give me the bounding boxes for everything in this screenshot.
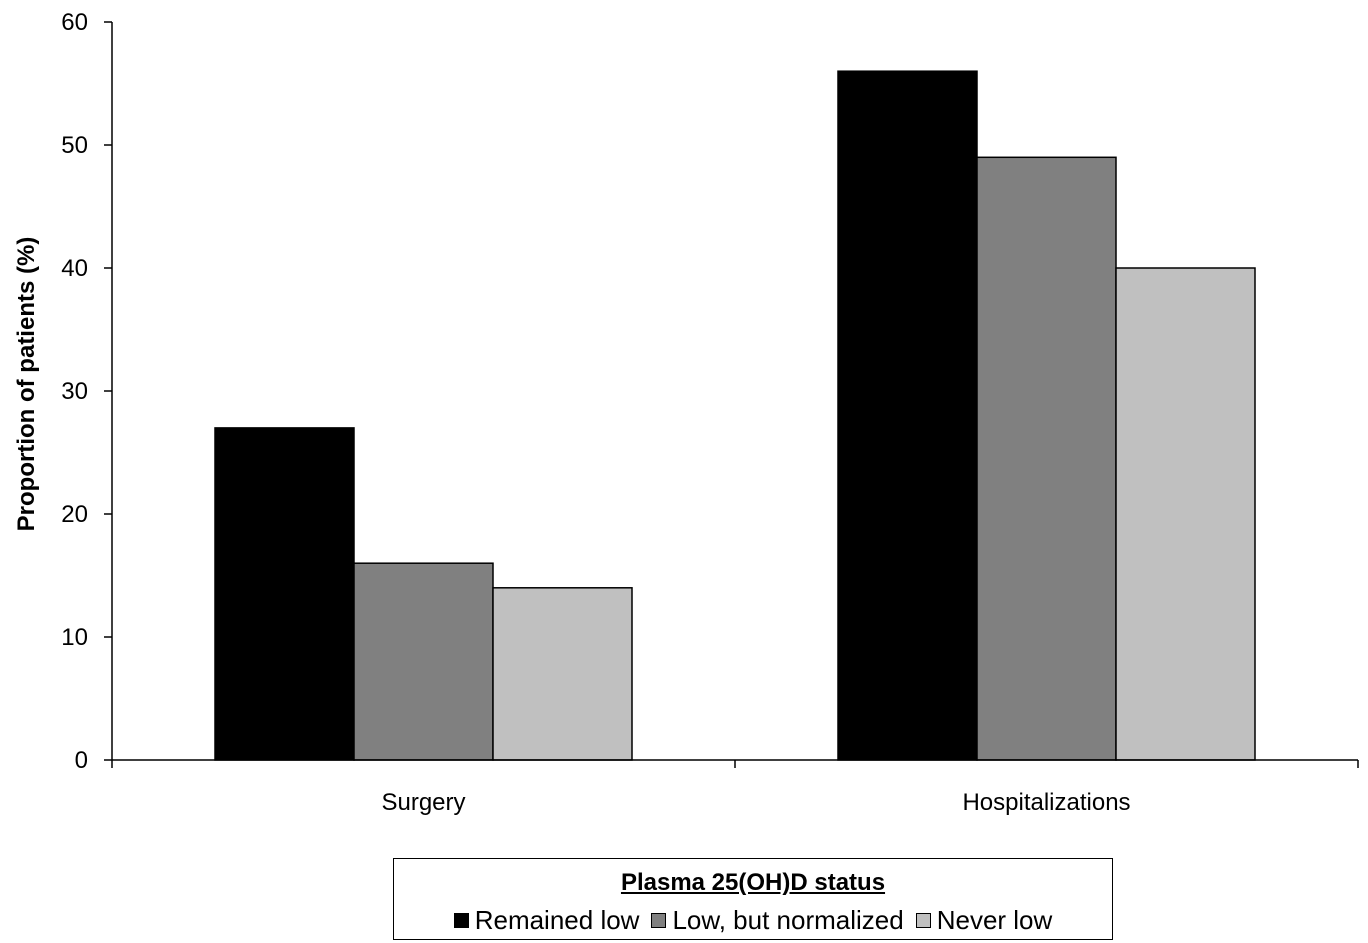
legend-item-remained-low: Remained low: [453, 905, 640, 936]
bar-hospitalizations-low-but-normalized: [976, 156, 1117, 761]
y-tick-label-0: 0: [75, 747, 88, 774]
y-axis-title: Proportion of patients (%): [13, 237, 40, 532]
bar-surgery-never-low: [492, 587, 633, 761]
bar-chart: Surgery Hospitalizations 0 10 20 30 40 50 60 Pro…: [13, 9, 1359, 816]
bar-surgery-remained-low: [214, 427, 355, 761]
legend-title: Plasma 25(OH)D status: [620, 869, 886, 896]
legend-items: Remained low Low, but normalized Never l…: [394, 905, 1112, 936]
legend-label-never-low: Never low: [936, 905, 1053, 935]
x-tick-label-hospitalizations: Hospitalizations: [962, 789, 1130, 816]
axes-group: Surgery Hospitalizations 0 10 20 30 40 50 60: [61, 9, 1359, 816]
legend-item-never-low: Never low: [915, 905, 1053, 936]
legend-item-low-but-normalized: Low, but normalized: [651, 905, 904, 936]
y-tick-label-20: 20: [61, 501, 88, 528]
y-tick-label-10: 10: [61, 624, 88, 651]
bar-hospitalizations-never-low: [1115, 267, 1256, 761]
legend-swatch-remained-low: [453, 913, 469, 928]
bars-group: [214, 70, 1256, 761]
y-tick-label-30: 30: [61, 378, 88, 405]
legend-swatch-never-low: [915, 913, 931, 928]
legend-label-remained-low: Remained low: [474, 905, 640, 935]
legend-swatch-low-but-normalized: [651, 913, 667, 928]
y-tick-label-40: 40: [61, 255, 88, 282]
legend: Plasma 25(OH)D status Remained low Low, …: [393, 858, 1113, 940]
legend-label-low-but-normalized: Low, but normalized: [672, 905, 904, 935]
x-tick-label-surgery: Surgery: [381, 789, 465, 816]
y-tick-label-50: 50: [61, 132, 88, 159]
bar-hospitalizations-remained-low: [837, 70, 978, 761]
y-tick-label-60: 60: [61, 9, 88, 36]
bar-surgery-low-but-normalized: [353, 562, 494, 761]
